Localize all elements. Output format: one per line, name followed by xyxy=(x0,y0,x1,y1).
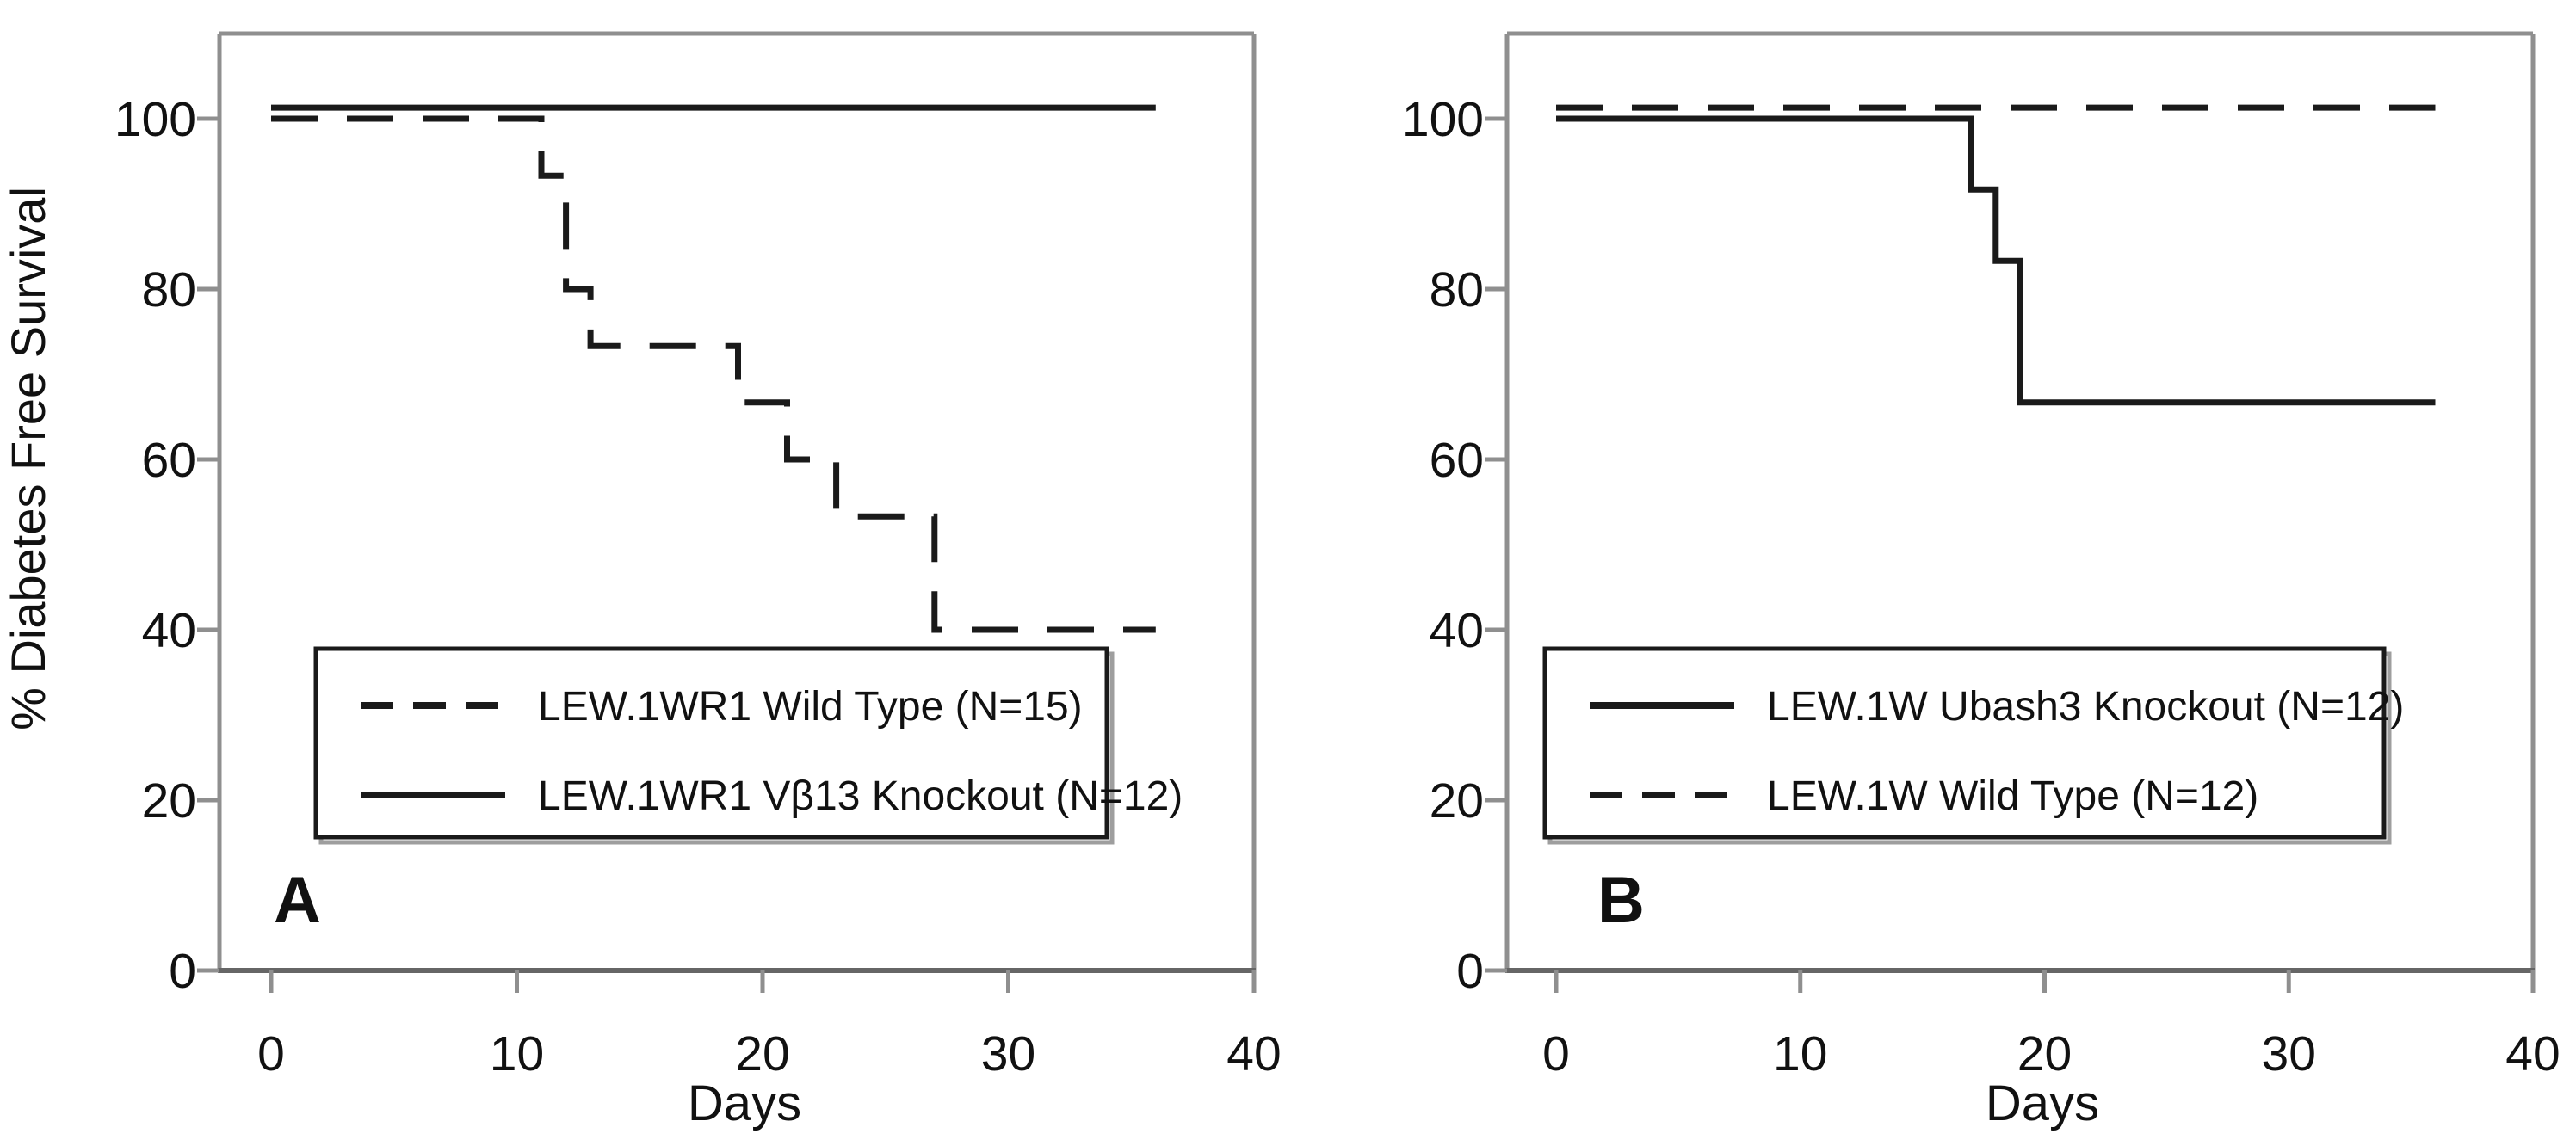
panel-a: 0 10 20 30 40 0 20 40 60 80 100 LEW.1WR1 Wild Type … xyxy=(1,31,1282,1131)
x-axis-title: Days xyxy=(688,1075,801,1131)
y-tick-label: 80 xyxy=(142,262,196,317)
x-tick-label: 40 xyxy=(2505,1026,2560,1081)
x-tick-label: 0 xyxy=(1542,1026,1570,1081)
survival-curve-dashed xyxy=(271,115,1156,633)
y-tick-label: 40 xyxy=(1430,603,1484,658)
legend-box xyxy=(313,646,1109,840)
legend-entry-label: LEW.1W Wild Type (N=12) xyxy=(1767,773,2258,819)
y-tick-label: 20 xyxy=(142,773,196,829)
x-tick-label: 20 xyxy=(2017,1026,2072,1081)
panel-label-a: A xyxy=(274,864,321,937)
x-tick-label: 0 xyxy=(257,1026,285,1081)
legend-box xyxy=(1542,646,2387,840)
x-tick-label: 10 xyxy=(1773,1026,1827,1081)
panel-b: 0 10 20 30 40 0 20 40 60 80 100 LEW.1W Ubash3 Knock… xyxy=(1402,31,2561,1131)
x-tick-label: 10 xyxy=(490,1026,544,1081)
legend-entry-label: LEW.1W Ubash3 Knockout (N=12) xyxy=(1767,684,2404,730)
y-axis-title: % Diabetes Free Survival xyxy=(1,187,55,730)
y-tick-label: 60 xyxy=(1430,433,1484,488)
y-tick-label: 20 xyxy=(1430,773,1484,829)
x-tick-label: 30 xyxy=(2262,1026,2316,1081)
legend-entry-label: LEW.1WR1 Wild Type (N=15) xyxy=(538,684,1083,730)
y-tick-label: 100 xyxy=(1402,92,1484,147)
legend-entry-label: LEW.1WR1 Vβ13 Knockout (N=12) xyxy=(538,773,1183,819)
x-tick-label: 20 xyxy=(735,1026,789,1081)
y-tick-label: 60 xyxy=(142,433,196,488)
x-tick-label: 40 xyxy=(1226,1026,1281,1081)
x-axis-title: Days xyxy=(1986,1075,2099,1131)
y-tick-label: 40 xyxy=(142,603,196,658)
x-tick-label: 30 xyxy=(981,1026,1035,1081)
survival-curve-solid xyxy=(1556,115,2436,406)
panel-label-b: B xyxy=(1597,864,1645,937)
y-tick-label: 100 xyxy=(114,92,196,147)
y-tick-label: 0 xyxy=(169,944,196,999)
y-tick-label: 0 xyxy=(1456,944,1484,999)
y-tick-label: 80 xyxy=(1430,262,1484,317)
